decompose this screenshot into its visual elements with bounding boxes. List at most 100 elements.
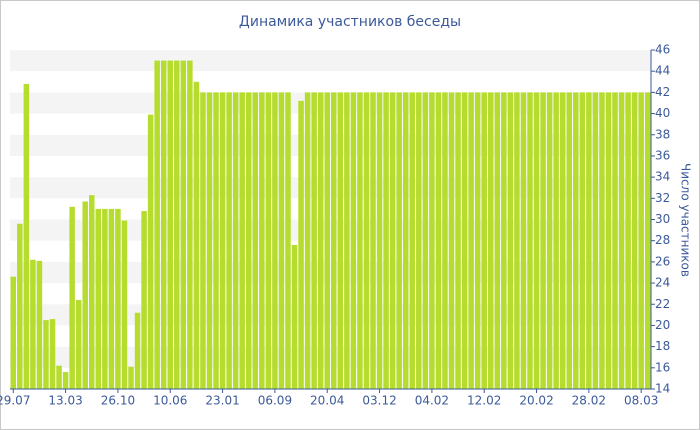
y-tick-label: 16 [655, 360, 670, 374]
bar [416, 92, 422, 389]
bar [448, 92, 455, 389]
bar [213, 92, 219, 389]
bar [488, 92, 494, 389]
bar [573, 92, 579, 389]
y-tick-label: 14 [655, 382, 670, 396]
y-tick-label: 30 [655, 212, 670, 226]
bar [592, 92, 599, 389]
bar [167, 60, 173, 389]
bar [409, 92, 416, 389]
bar [533, 92, 540, 389]
bar [89, 195, 95, 389]
bar [605, 92, 612, 389]
bar [612, 92, 618, 389]
chart-title: Динамика участников беседы [239, 14, 461, 30]
x-tick-label: 20.02 [519, 394, 553, 408]
bar [631, 92, 638, 389]
bar [49, 319, 56, 389]
y-tick-label: 46 [655, 43, 670, 57]
bar [128, 366, 134, 389]
bar [383, 92, 389, 389]
bar [56, 365, 62, 389]
bar [239, 92, 245, 389]
y-tick-label: 44 [655, 64, 670, 78]
bar [429, 92, 435, 389]
y-tick-label: 34 [655, 170, 670, 184]
bar [160, 60, 167, 389]
bar [69, 206, 75, 389]
bar [147, 114, 154, 389]
bar [102, 208, 108, 389]
bar [36, 260, 43, 389]
bar [62, 372, 69, 389]
x-tick-label: 12.02 [467, 394, 501, 408]
y-tick-label: 38 [655, 127, 670, 141]
bar [43, 320, 49, 389]
bar [174, 60, 180, 389]
bar [193, 81, 200, 389]
bar [259, 92, 265, 389]
y-tick-label: 32 [655, 191, 670, 205]
bar [474, 92, 481, 389]
bar [154, 60, 160, 389]
bar [461, 92, 468, 389]
bar [265, 92, 272, 389]
bar [23, 83, 30, 390]
bar [121, 220, 128, 389]
y-tick-label: 40 [655, 106, 670, 120]
bar [187, 60, 193, 389]
bar [540, 92, 546, 389]
bar [363, 92, 370, 389]
bar [579, 92, 586, 389]
bar [291, 244, 298, 389]
bar [82, 201, 88, 389]
bar [396, 92, 402, 389]
bar [370, 92, 376, 389]
bar [134, 312, 141, 389]
bar [298, 100, 304, 389]
grid-band [10, 50, 651, 72]
y-tick-label: 20 [655, 318, 670, 332]
bar [422, 92, 429, 389]
bar [180, 60, 187, 389]
x-tick-label: 04.02 [415, 394, 449, 408]
bar [108, 208, 115, 389]
bar [115, 208, 121, 389]
y-tick-label: 26 [655, 254, 670, 268]
bar [494, 92, 501, 389]
bar [501, 92, 507, 389]
bar [344, 92, 350, 389]
bar [546, 92, 553, 389]
bar [586, 92, 592, 389]
y-tick-label: 24 [655, 276, 670, 290]
bar [317, 92, 324, 389]
bar [644, 92, 651, 389]
x-tick-label: 13.03 [48, 394, 82, 408]
bar [324, 92, 330, 389]
bar [232, 92, 239, 389]
x-tick-label: 29.07 [0, 394, 30, 408]
grid-band [10, 71, 651, 93]
x-tick-label: 26.10 [101, 394, 135, 408]
bar [272, 92, 278, 389]
bar [625, 92, 631, 389]
bar [376, 92, 383, 389]
bar [219, 92, 226, 389]
bar [226, 92, 232, 389]
bar [245, 92, 252, 389]
y-tick-label: 42 [655, 85, 670, 99]
bar [17, 223, 23, 389]
x-tick-label: 23.01 [205, 394, 239, 408]
bar [468, 92, 474, 389]
x-tick-label: 08.03 [624, 394, 658, 408]
bar [527, 92, 533, 389]
bar [285, 92, 291, 389]
bar [95, 208, 102, 389]
x-tick-label: 28.02 [572, 394, 606, 408]
bar [252, 92, 259, 389]
bar [206, 92, 213, 389]
bar [350, 92, 357, 389]
bar [278, 92, 285, 389]
bar [638, 92, 644, 389]
bar [553, 92, 559, 389]
